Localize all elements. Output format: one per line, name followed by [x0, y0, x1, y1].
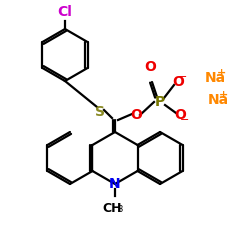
Text: +: +	[216, 68, 226, 78]
Text: S: S	[95, 105, 105, 119]
Text: −: −	[178, 72, 188, 82]
Text: O: O	[172, 75, 184, 89]
Text: Na: Na	[205, 71, 226, 85]
Text: Cl: Cl	[58, 5, 72, 19]
Text: CH: CH	[102, 202, 122, 215]
Text: O: O	[130, 108, 142, 122]
Text: P: P	[155, 95, 165, 109]
Text: N: N	[109, 177, 121, 191]
Text: 3: 3	[117, 205, 123, 214]
Text: O: O	[144, 60, 156, 74]
Text: +: +	[220, 90, 228, 100]
Text: −: −	[180, 115, 190, 125]
Text: Na: Na	[208, 93, 229, 107]
Text: O: O	[174, 108, 186, 122]
